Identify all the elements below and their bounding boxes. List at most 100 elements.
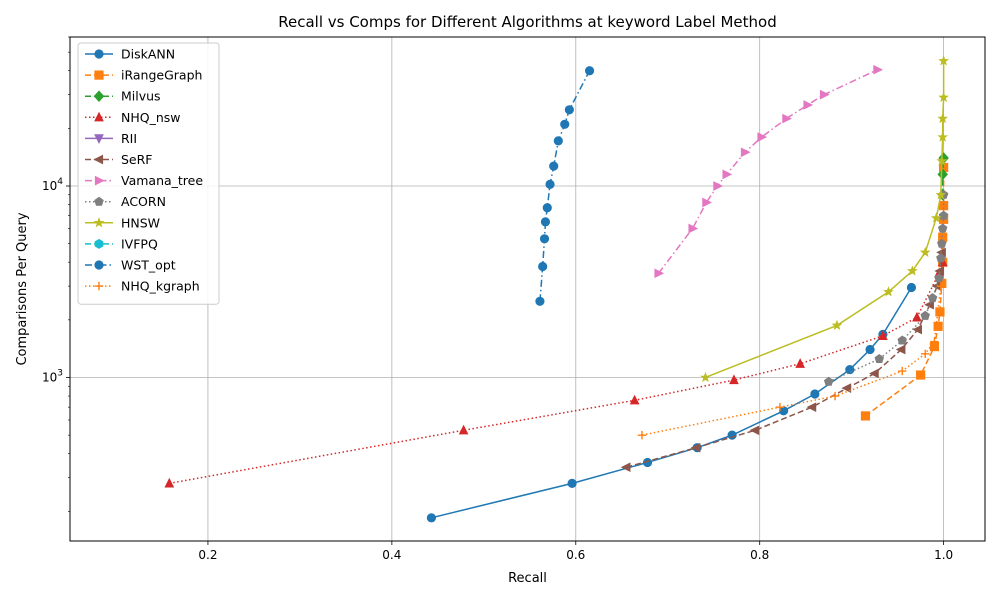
series-acorn — [823, 189, 949, 386]
data-point — [936, 155, 948, 166]
data-point — [933, 321, 943, 331]
data-point — [620, 462, 631, 473]
legend-entry: Vamana_tree — [85, 173, 203, 188]
series-line — [641, 286, 942, 436]
data-point — [642, 457, 653, 468]
legend-entry: RII — [85, 131, 137, 146]
data-point — [819, 89, 830, 100]
series-line — [431, 287, 913, 519]
data-point — [564, 105, 574, 115]
legend-label: SeRF — [121, 152, 153, 167]
legend-entry: HNSW — [85, 215, 160, 230]
x-tick-label: 0.4 — [382, 548, 401, 562]
series-line — [705, 60, 945, 379]
axis-ticks: 0.2 0.4 0.6 0.8 1.0 103 104 — [42, 36, 953, 562]
data-point — [921, 349, 930, 358]
data-point — [919, 246, 931, 257]
series-line — [657, 69, 878, 274]
data-point — [545, 179, 555, 189]
data-point — [567, 478, 577, 488]
legend-label: WST_opt — [121, 258, 176, 273]
data-point — [912, 311, 922, 322]
data-point — [906, 265, 918, 276]
data-point — [637, 430, 647, 440]
data-point — [560, 119, 570, 129]
series-line — [865, 167, 945, 417]
legend-entry: IVFPQ — [85, 236, 158, 251]
x-axis-label: Recall — [508, 571, 547, 586]
legend-label: DiskANN — [121, 47, 175, 62]
legend-label: Milvus — [121, 89, 161, 104]
legend-marker — [93, 217, 105, 228]
data-point — [869, 368, 879, 379]
series-vamana-tree — [654, 64, 884, 279]
legend-entry: NHQ_nsw — [85, 110, 181, 125]
data-point — [749, 425, 760, 436]
data-point — [937, 131, 949, 142]
data-point — [935, 189, 947, 200]
series-diskann — [426, 282, 917, 523]
data-point — [549, 161, 559, 171]
data-point — [654, 268, 665, 279]
series-layer — [164, 55, 949, 523]
legend-label: NHQ_nsw — [121, 110, 181, 125]
data-point — [535, 296, 545, 306]
series-line — [626, 252, 943, 468]
data-point — [831, 319, 843, 331]
data-point — [935, 307, 945, 317]
data-point — [727, 430, 737, 440]
legend-entry: DiskANN — [85, 47, 175, 62]
legend-label: Vamana_tree — [121, 173, 203, 188]
legend-entry: WST_opt — [85, 258, 176, 273]
data-point — [810, 389, 820, 399]
data-point — [874, 353, 885, 363]
data-point — [930, 337, 939, 346]
data-point — [897, 335, 907, 345]
data-point — [779, 406, 789, 416]
x-tick-label: 0.2 — [198, 548, 217, 562]
data-point — [584, 66, 595, 76]
data-point — [164, 477, 175, 488]
data-point — [927, 293, 938, 303]
data-point — [688, 223, 699, 234]
legend-entry: ACORN — [85, 194, 166, 209]
x-tick-label: 0.8 — [750, 548, 769, 562]
y-tick-label: 104 — [42, 177, 63, 193]
chart-title: Recall vs Comps for Different Algorithms… — [278, 13, 777, 31]
data-point — [629, 394, 640, 405]
data-point — [426, 513, 437, 523]
data-point — [938, 55, 949, 66]
data-point — [729, 374, 739, 385]
data-point — [702, 197, 712, 208]
legend-marker — [94, 134, 104, 144]
legend-marker — [94, 175, 105, 186]
legend-marker — [94, 49, 104, 59]
data-point — [775, 402, 785, 412]
legend-label: RII — [121, 131, 137, 146]
legend-label: IVFPQ — [121, 236, 158, 251]
data-point — [740, 147, 751, 158]
data-point — [938, 210, 949, 220]
data-point — [865, 344, 875, 355]
y-axis-label: Comparisons Per Query — [15, 212, 30, 365]
series-serf — [620, 247, 946, 473]
data-point — [883, 286, 894, 297]
data-point — [937, 168, 948, 181]
data-point — [782, 113, 792, 124]
legend-label: NHQ_kgraph — [121, 279, 200, 294]
data-point — [895, 344, 906, 355]
data-point — [898, 366, 907, 376]
legend-marker — [93, 154, 104, 165]
data-point — [860, 411, 871, 421]
data-point — [690, 442, 701, 453]
plot-area-frame — [69, 36, 986, 542]
data-point — [937, 112, 949, 124]
x-tick-label: 0.6 — [566, 548, 585, 562]
series-nhq-kgraph — [637, 281, 946, 440]
legend-marker — [94, 111, 104, 122]
legend-marker — [94, 196, 104, 206]
legend-marker — [94, 260, 104, 270]
data-point — [906, 282, 917, 293]
data-point — [938, 91, 949, 103]
